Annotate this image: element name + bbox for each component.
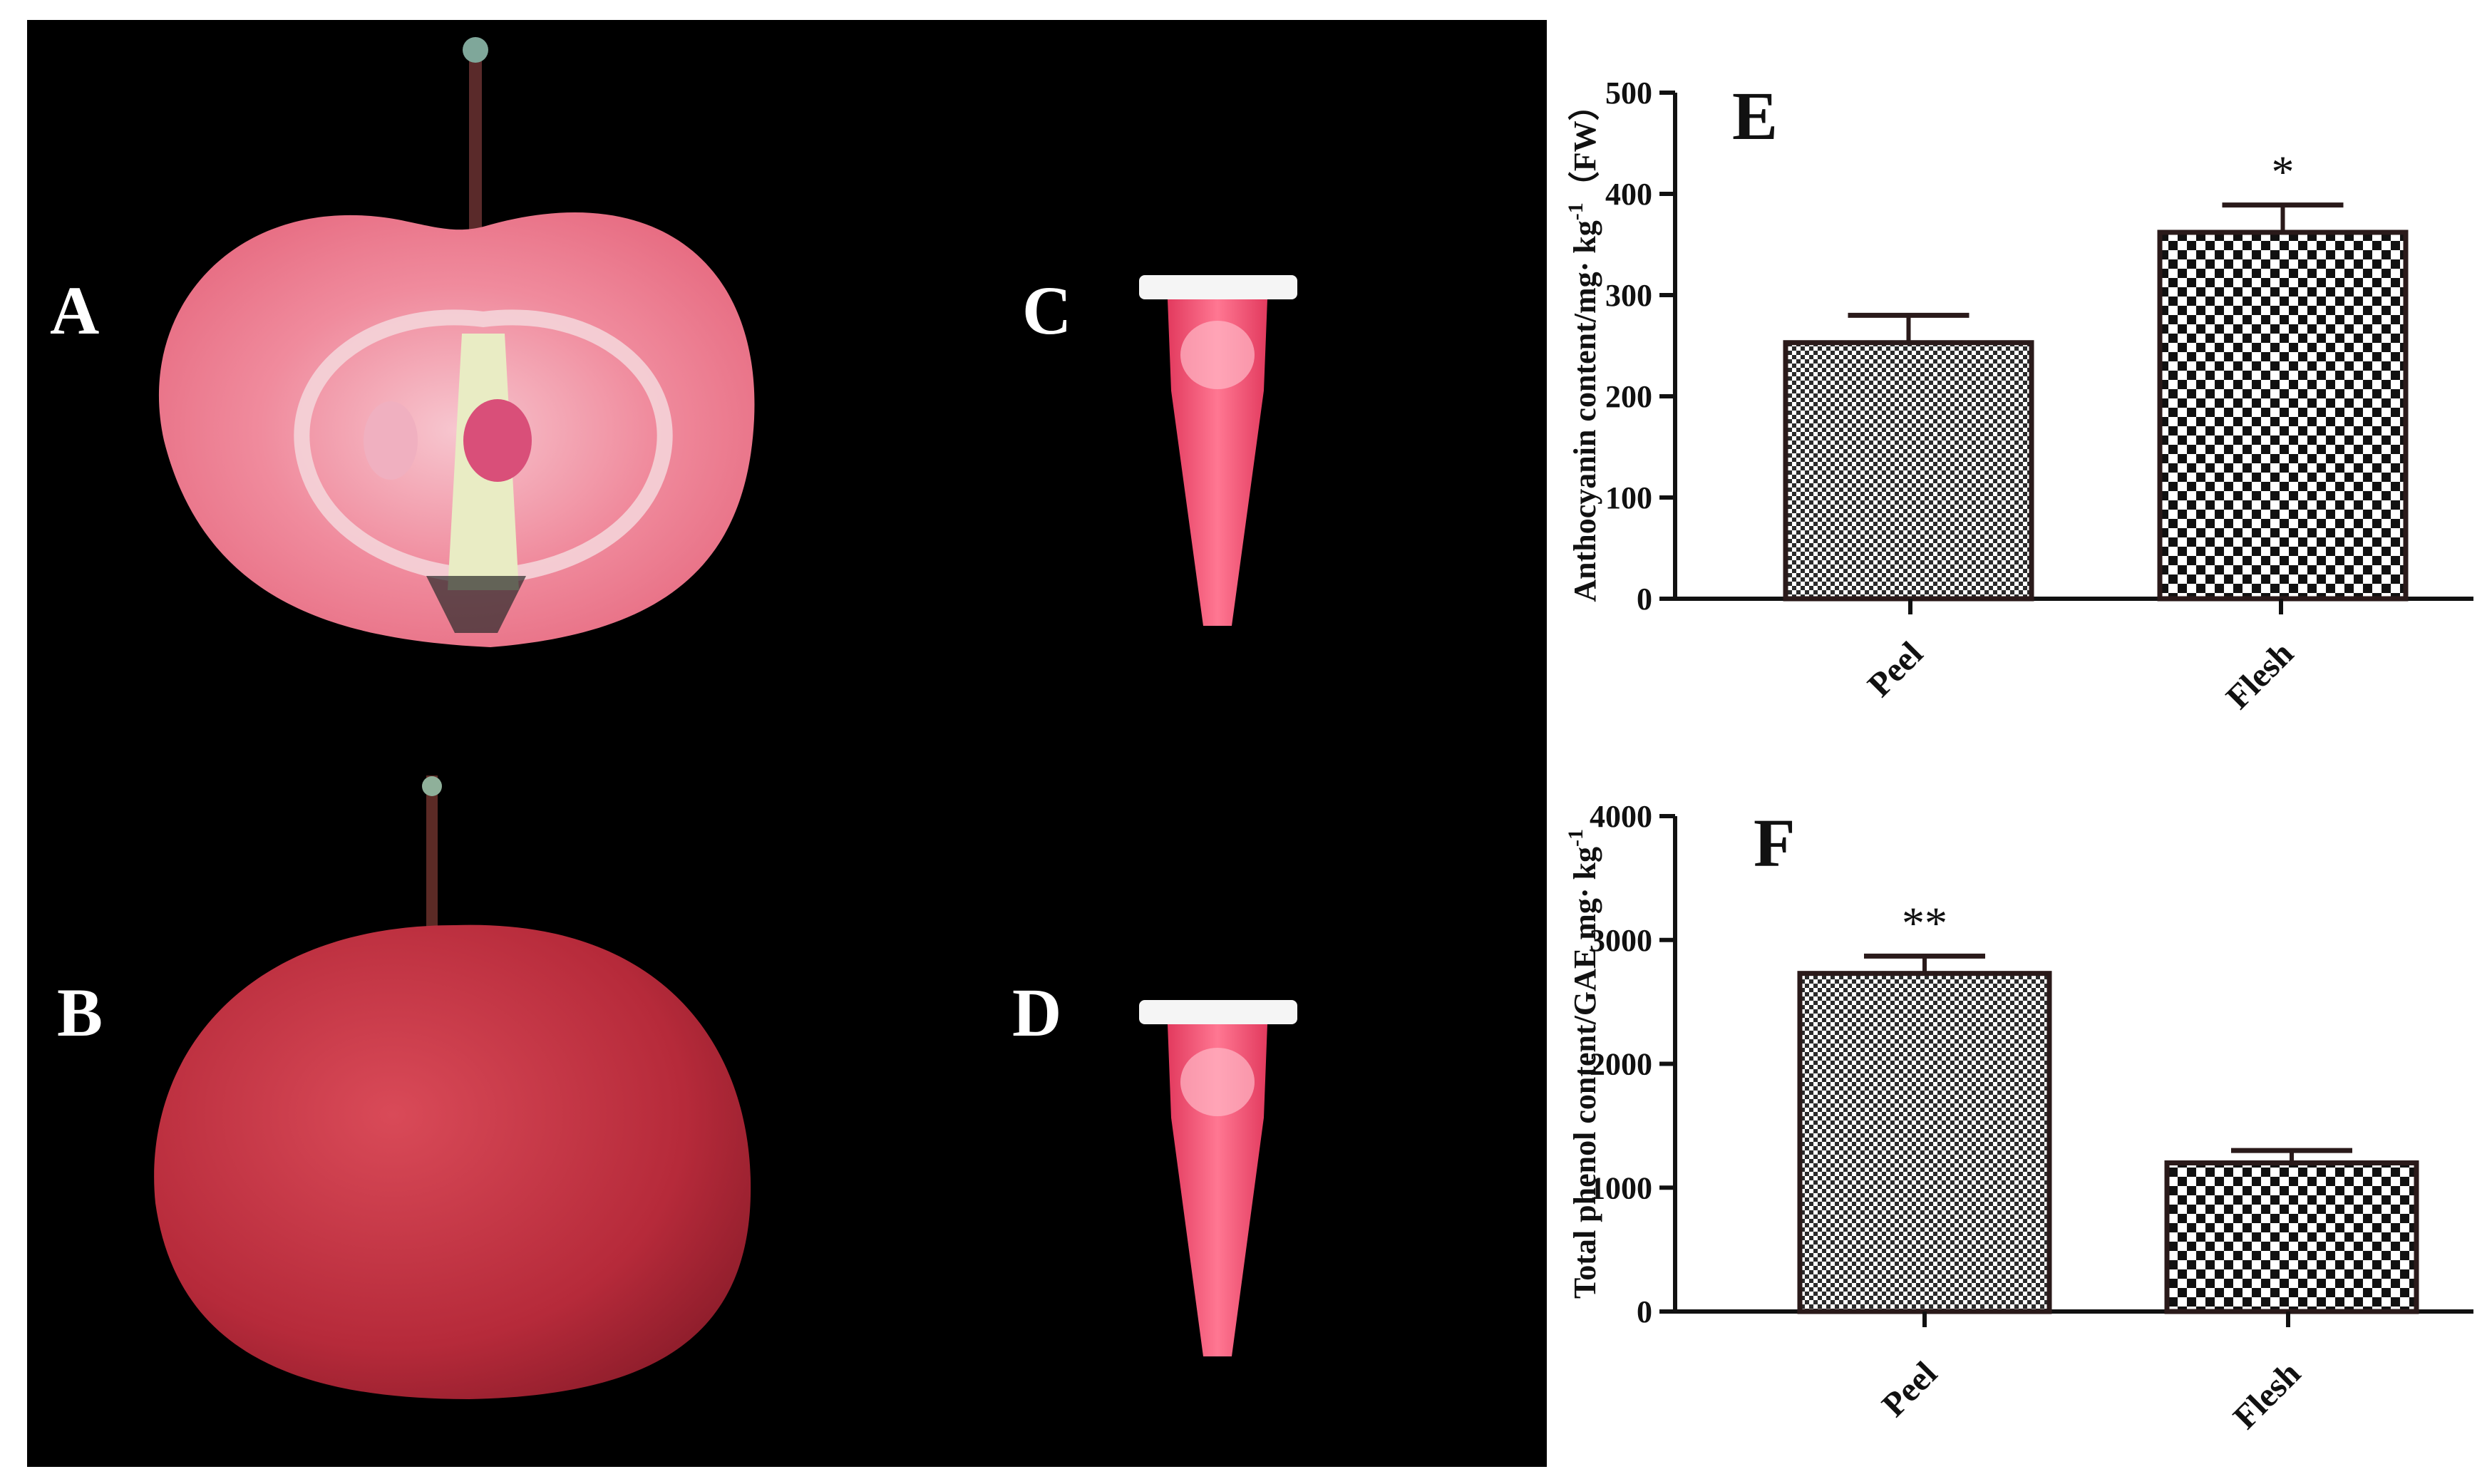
panel-label-b: B	[57, 974, 103, 1051]
tube-d	[1139, 1000, 1297, 1356]
apple-whole-stem	[426, 776, 438, 947]
apple-stem	[469, 41, 482, 255]
significance-marker: **	[1902, 897, 1947, 948]
significance-marker: *	[2272, 147, 2295, 197]
tube-c	[1139, 275, 1297, 626]
panel-label-d: D	[1012, 974, 1062, 1051]
photo-panel: A B C D	[27, 20, 1547, 1467]
chart-e: 0 100 200 300 400 500 Peel * Flesh E Anthocyanin c…	[1564, 76, 2473, 716]
y-tick-label: 0	[1637, 1294, 1652, 1329]
x-category-label: Peel	[1875, 1354, 1945, 1424]
y-axis-label: Total phenol content/GAE mg· kg-1	[1564, 829, 1602, 1299]
bar-flesh	[2164, 1160, 2419, 1314]
bar-peel	[1797, 971, 2052, 1314]
y-tick-label: 4000	[1590, 799, 1652, 834]
x-category-label: Peel	[1860, 634, 1930, 704]
y-tick-label: 2000	[1590, 1047, 1652, 1082]
y-tick-label: 3000	[1590, 923, 1652, 958]
y-tick-label: 1000	[1590, 1170, 1652, 1205]
y-tick-label: 0	[1637, 582, 1652, 617]
panel-label: E	[1732, 78, 1778, 154]
y-tick-label: 500	[1605, 76, 1652, 110]
apple-calyx	[426, 576, 526, 633]
apple-seed-left	[364, 401, 418, 480]
y-tick-label: 400	[1605, 177, 1652, 212]
apple-seed-right	[463, 399, 532, 482]
y-axis-label: Anthocyanin content/mg· kg-1（FW）	[1564, 89, 1602, 602]
bar-flesh	[2157, 230, 2409, 602]
panel-label-a: A	[50, 272, 100, 349]
x-category-label: Flesh	[2219, 634, 2301, 716]
photo-illustrations	[154, 37, 1297, 1399]
y-tick-label: 100	[1605, 480, 1652, 515]
chart-f: 0 1000 2000 3000 4000 ** Peel Flesh F Total pheno…	[1564, 799, 2473, 1436]
apple-stem-tip	[463, 37, 488, 63]
panel-label: F	[1754, 805, 1796, 881]
x-category-label: Flesh	[2226, 1354, 2308, 1436]
apple-whole	[154, 776, 751, 1399]
panel-label-c: C	[1022, 272, 1072, 349]
apple-cross-section	[158, 37, 755, 647]
apple-skin	[154, 924, 751, 1399]
bar-peel	[1783, 340, 2034, 602]
y-tick-label: 300	[1605, 278, 1652, 313]
y-tick-label: 200	[1605, 379, 1652, 414]
